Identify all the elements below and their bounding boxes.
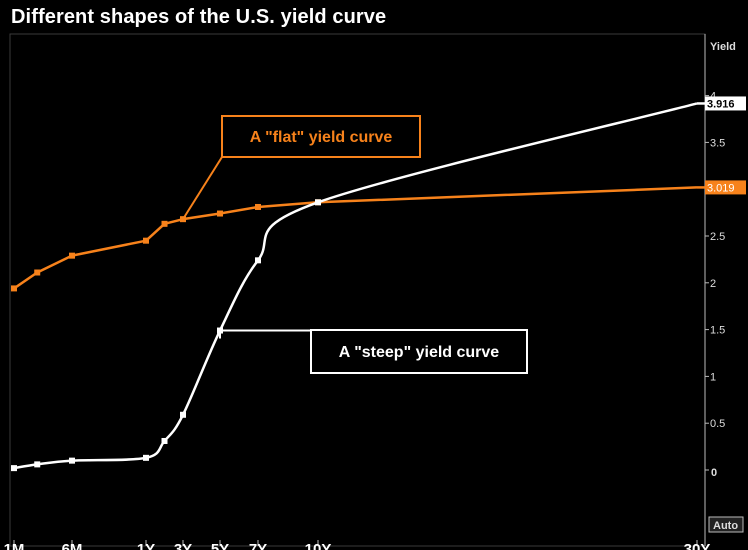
y-tick-label: 0.5 [710,418,725,430]
flat-callout-box [221,115,421,158]
data-point [255,203,261,210]
annotations: A "flat" yield curve A "steep" yield curv… [182,115,528,374]
data-point [161,220,168,227]
y-tick-label: 1.5 [710,325,725,337]
y-tick-label: 2 [710,278,716,290]
data-point [69,457,75,464]
y-tick-label: 1 [710,371,716,383]
data-point [34,269,41,276]
data-point [143,237,149,244]
last-value-badge [705,96,746,111]
x-tick-label: 1Y [137,541,155,550]
x-tick-label: 6M [62,541,83,550]
data-point [11,465,17,472]
y-axis-ticks: 00.511.522.533.54 [705,91,725,479]
last-value-label: 3.019 [707,182,735,194]
data-point [180,411,186,418]
data-point [255,257,261,264]
data-point [11,285,17,292]
data-point [143,454,149,461]
flat-callout-text: A "flat" yield curve [250,129,393,146]
auto-scale-button[interactable] [708,516,744,533]
x-tick-label: 30Y [684,541,711,550]
data-point [315,199,321,206]
series-layer [11,102,705,472]
steep-callout-box [310,329,528,374]
data-point [217,210,223,217]
x-tick-label: 5Y [211,541,229,550]
y-tick-label: 0 [711,467,717,479]
series-steep [11,102,705,472]
data-point [69,252,75,259]
series-line [13,102,698,470]
steep-callout-text: A "steep" yield curve [339,344,500,361]
plot-border [9,33,706,547]
chart-title: Different shapes of the U.S. yield curve [11,6,387,28]
y-tick-label: 3.5 [710,137,725,149]
x-tick-label: 10Y [305,541,332,550]
value-labels: 3.019 3.916 [705,96,746,195]
last-value-badge [705,180,746,195]
auto-scale-label: Auto [713,520,738,532]
series-line [13,186,698,290]
y-axis-label: Yield [710,41,736,53]
data-point [161,437,168,444]
x-tick-label: 7Y [249,541,267,550]
x-tick-label: 1M [4,541,25,550]
y-tick-label: 2.5 [710,231,725,243]
x-tick-label: 3Y [174,541,192,550]
flat-callout-leader [182,156,223,220]
data-point [34,461,41,468]
series-flat [11,186,705,292]
last-value-label: 3.916 [707,98,735,110]
x-axis-ticks: 1M 6M 1Y 3Y 5Y 7Y 10Y 30Y [4,540,711,550]
